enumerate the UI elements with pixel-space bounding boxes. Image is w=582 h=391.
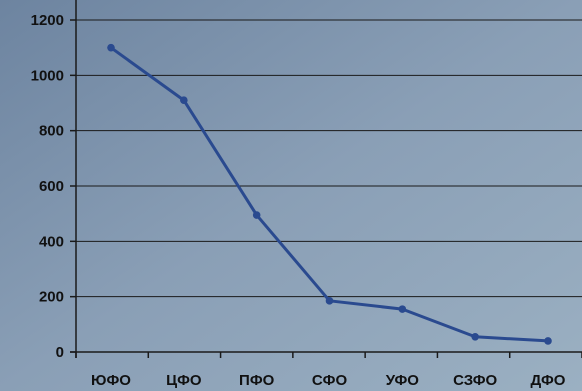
data-point — [180, 96, 188, 105]
y-tick-label: 200 — [39, 289, 64, 306]
x-tick-label: ПФО — [239, 372, 275, 389]
y-tick-label: 1000 — [31, 67, 64, 84]
y-tick-label: 400 — [39, 233, 64, 250]
y-tick-label: 800 — [39, 123, 64, 140]
y-tick-label: 1200 — [31, 12, 64, 29]
x-tick-label: ДФО — [531, 372, 566, 389]
y-tick-label: 0 — [56, 344, 64, 361]
x-tick-label: СЗФО — [453, 372, 497, 389]
x-tick-label: ЦФО — [166, 372, 202, 389]
x-tick-label: СФО — [312, 372, 348, 389]
y-axis-tick-labels: 0 200 400 600 800 1000 1200 — [31, 12, 64, 361]
gridlines — [76, 19, 582, 298]
data-point — [252, 211, 261, 219]
x-axis-tick-labels: ЮФО ЦФО ПФО СФО УФО СЗФО ДФО — [91, 372, 566, 389]
x-tick-label: УФО — [386, 372, 420, 389]
axes — [70, 0, 582, 358]
data-point — [107, 43, 115, 52]
y-tick-label: 600 — [39, 178, 64, 195]
data-point — [325, 297, 334, 305]
data-point — [544, 337, 552, 345]
x-tick-label: ЮФО — [91, 372, 131, 389]
series — [107, 43, 552, 345]
data-point — [398, 305, 407, 313]
data-point — [471, 332, 479, 341]
